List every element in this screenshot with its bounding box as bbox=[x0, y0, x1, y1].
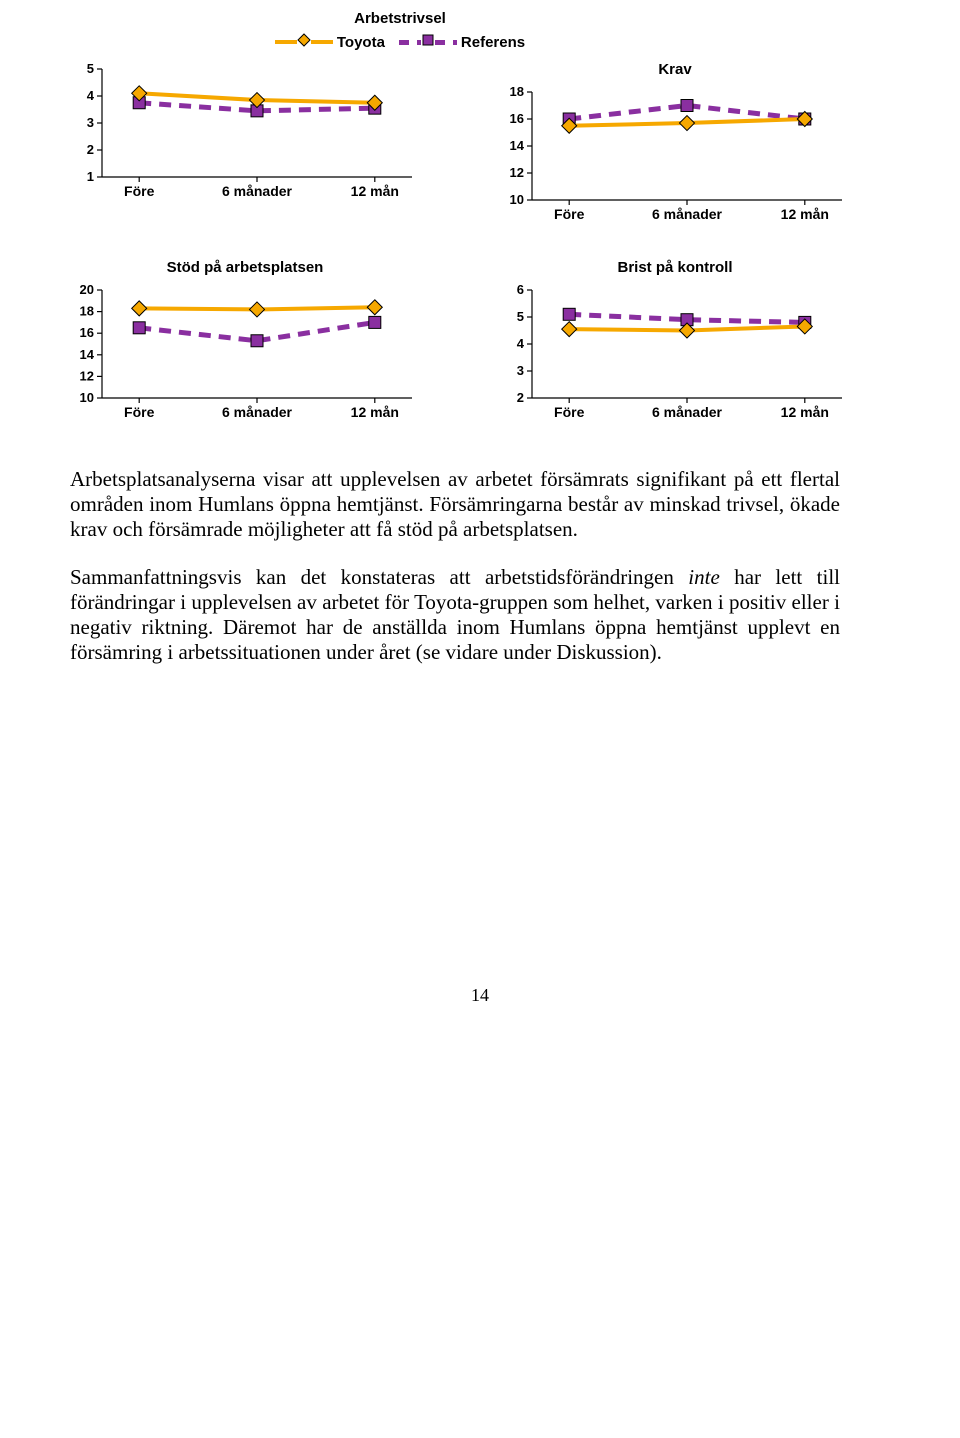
diamond-icon bbox=[297, 33, 311, 51]
body-text: Arbetsplatsanalyserna visar att upplevel… bbox=[70, 467, 840, 665]
page-number: 14 bbox=[0, 985, 960, 1006]
legend-item-toyota: Toyota bbox=[275, 33, 385, 51]
chart-arbetstrivsel: 1 2 3 4 5 Före 6 månader 12 mån bbox=[70, 61, 420, 229]
y-tick-label: 3 bbox=[517, 363, 524, 378]
y-tick-label: 18 bbox=[510, 84, 524, 99]
chart-svg-brist: 2 3 4 5 6 Före 6 månader 12 mån bbox=[500, 282, 850, 422]
square-icon bbox=[421, 33, 435, 51]
y-tick-label: 16 bbox=[80, 325, 94, 340]
chart-svg-arbetstrivsel: 1 2 3 4 5 Före 6 månader 12 mån bbox=[70, 61, 420, 201]
chart-stod: Stöd på arbetsplatsen 10 12 14 16 18 20 Före 6 … bbox=[70, 259, 420, 427]
chart-title-stod: Stöd på arbetsplatsen bbox=[167, 259, 324, 276]
series-marker-toyota bbox=[367, 300, 382, 315]
legend: Toyota Referens bbox=[150, 33, 650, 51]
series-marker-referens bbox=[369, 316, 381, 328]
x-category-label: 6 månader bbox=[222, 183, 293, 199]
paragraph-2a: Sammanfattningsvis kan det konstateras a… bbox=[70, 565, 688, 589]
y-tick-label: 4 bbox=[87, 88, 95, 103]
y-tick-label: 18 bbox=[80, 304, 94, 319]
series-marker-toyota bbox=[250, 302, 265, 317]
paragraph-2-italic: inte bbox=[688, 565, 720, 589]
x-category-label: 12 mån bbox=[781, 404, 829, 420]
x-category-label: 12 mån bbox=[781, 206, 829, 222]
x-category-label: 12 mån bbox=[351, 183, 399, 199]
paragraph-1: Arbetsplatsanalyserna visar att upplevel… bbox=[70, 467, 840, 543]
series-marker-referens bbox=[133, 322, 145, 334]
y-tick-label: 12 bbox=[510, 165, 524, 180]
series-marker-toyota bbox=[132, 301, 147, 316]
legend-label: Referens bbox=[461, 34, 525, 51]
x-category-label: 12 mån bbox=[351, 404, 399, 420]
series-marker-toyota bbox=[562, 322, 577, 337]
y-tick-label: 2 bbox=[517, 390, 524, 405]
legend-line-icon bbox=[399, 40, 421, 45]
x-category-label: 6 månader bbox=[652, 206, 723, 222]
legend-label: Toyota bbox=[337, 34, 385, 51]
y-tick-label: 10 bbox=[80, 390, 94, 405]
y-tick-label: 1 bbox=[87, 169, 94, 184]
x-category-label: Före bbox=[124, 183, 155, 199]
chart-header-block: Arbetstrivsel Toyota Referens bbox=[0, 10, 650, 51]
page-root: Arbetstrivsel ToyotaReferens 12345Före6 … bbox=[0, 10, 960, 1046]
chart-svg-krav: 10 12 14 16 18 Före 6 månader 12 mån bbox=[500, 84, 850, 224]
legend-line-icon bbox=[311, 40, 333, 44]
chart-krav: Krav 10 12 14 16 18 Före 6 månader 12 mån bbox=[500, 61, 850, 229]
y-tick-label: 3 bbox=[87, 115, 94, 130]
legend-item-referens: Referens bbox=[399, 33, 525, 51]
series-marker-referens bbox=[563, 308, 575, 320]
series-marker-toyota bbox=[680, 116, 695, 131]
chart-brist: Brist på kontroll 2 3 4 5 6 Före 6 månader 12 m… bbox=[500, 259, 850, 427]
y-tick-label: 12 bbox=[80, 368, 94, 383]
chart-title-arbetstrivsel: Arbetstrivsel bbox=[150, 10, 650, 27]
y-tick-label: 14 bbox=[510, 138, 525, 153]
x-category-label: Före bbox=[554, 404, 585, 420]
series-marker-referens bbox=[251, 335, 263, 347]
chart-title-krav: Krav bbox=[658, 61, 691, 78]
y-tick-label: 16 bbox=[510, 111, 524, 126]
x-category-label: Före bbox=[124, 404, 155, 420]
y-tick-label: 2 bbox=[87, 142, 94, 157]
x-category-label: Före bbox=[554, 206, 585, 222]
legend-line-icon bbox=[435, 40, 457, 45]
x-category-label: 6 månader bbox=[222, 404, 293, 420]
y-tick-label: 5 bbox=[87, 61, 94, 76]
x-category-label: 6 månader bbox=[652, 404, 723, 420]
y-tick-label: 4 bbox=[517, 336, 525, 351]
chart-title-brist: Brist på kontroll bbox=[617, 259, 732, 276]
charts-row-1: 12345Före6 månader12 mån Krav 1012141618… bbox=[0, 61, 960, 229]
chart-svg-stod: 10 12 14 16 18 20 Före 6 månader 12 mån bbox=[70, 282, 420, 422]
legend-line-icon bbox=[275, 40, 297, 44]
paragraph-2: Sammanfattningsvis kan det konstateras a… bbox=[70, 565, 840, 666]
charts-row-2: Stöd på arbetsplatsen 10 12 14 16 18 20 Före 6 … bbox=[0, 259, 960, 427]
y-tick-label: 10 bbox=[510, 192, 524, 207]
y-tick-label: 20 bbox=[80, 282, 94, 297]
y-tick-label: 14 bbox=[80, 347, 95, 362]
y-tick-label: 5 bbox=[517, 309, 524, 324]
y-tick-label: 6 bbox=[517, 282, 524, 297]
series-marker-referens bbox=[681, 100, 693, 112]
